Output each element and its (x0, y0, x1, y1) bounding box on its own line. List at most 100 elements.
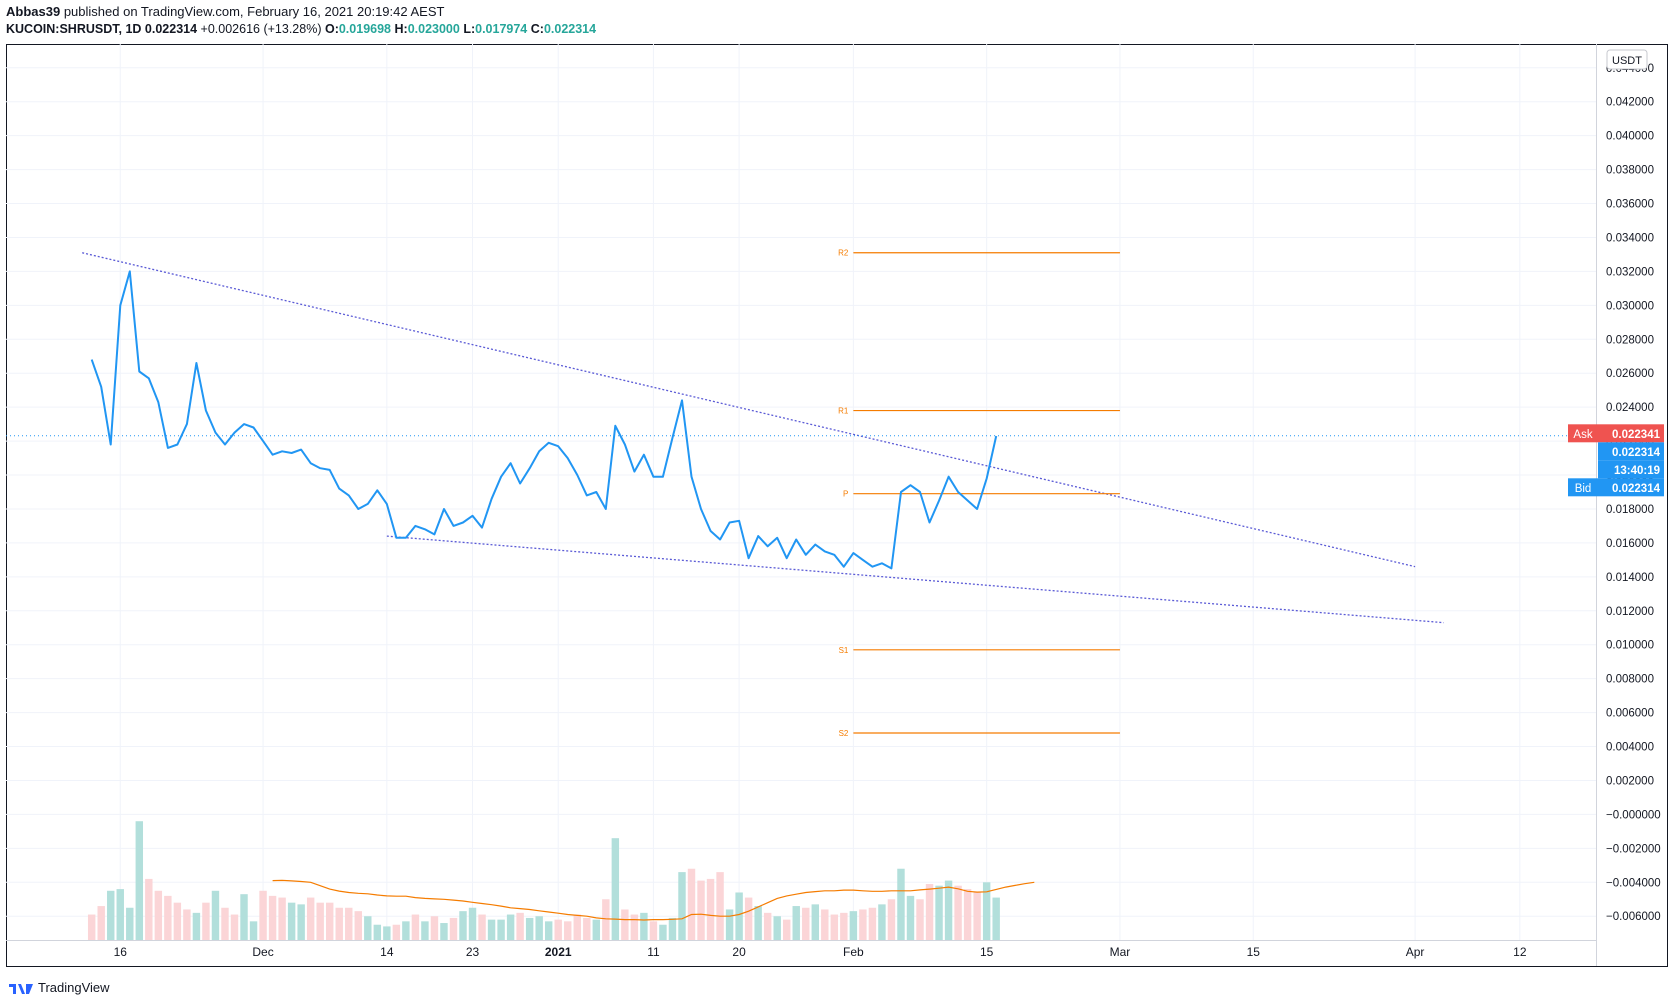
volume-bar (830, 914, 839, 940)
volume-bar (992, 897, 1000, 940)
open-label: O: (324, 22, 339, 36)
x-tick-label: 12 (1513, 945, 1527, 959)
trendline-lower[interactable] (386, 535, 1444, 624)
x-tick-label: 16 (114, 945, 128, 959)
volume-bar (659, 924, 667, 940)
volume-bar (773, 916, 781, 940)
y-tick-label: −0.002000 (1606, 843, 1661, 855)
volume-bar (287, 902, 296, 940)
volume-bar (621, 909, 629, 940)
volume-bar (668, 917, 677, 940)
y-tick-label: 0.040000 (1606, 131, 1654, 143)
volume-bar (963, 889, 972, 940)
bar-countdown-box (1598, 460, 1664, 479)
volume-bar (316, 902, 324, 940)
volume-bar (906, 895, 915, 940)
volume-bar (202, 902, 210, 940)
trendlines[interactable] (82, 252, 1444, 624)
x-tick-label: 14 (380, 945, 394, 959)
high-value: 0.023000 (407, 22, 460, 36)
currency-badge[interactable]: USDT (1606, 49, 1648, 70)
author-name[interactable]: Abbas39 (6, 4, 61, 19)
volume-ma-line (272, 879, 1035, 921)
tradingview-logo-icon (9, 983, 33, 994)
volume-bar (126, 907, 134, 940)
y-tick-label: 0.018000 (1606, 504, 1654, 516)
y-tick-label: 0.030000 (1606, 300, 1654, 312)
x-tick-label: 23 (466, 945, 480, 959)
volume-bar (583, 917, 591, 940)
time-axis[interactable]: 16 Dec 14 23 2021 11 20 Feb 15 Mar 15 Apr 12 (114, 945, 1527, 959)
volume-bar (478, 914, 486, 940)
x-tick-label: Mar (1110, 945, 1131, 959)
volume-bar (849, 911, 858, 940)
x-tick-label: Feb (843, 945, 864, 959)
volume-bar (973, 892, 981, 940)
volume-bar (183, 909, 191, 940)
y-tick-label: 0.012000 (1606, 606, 1654, 618)
tradingview-brand[interactable]: TradingView (8, 980, 110, 995)
volume-bar (249, 921, 258, 940)
published-text: published on TradingView.com, February 1… (63, 4, 445, 19)
low-label: L: (463, 22, 476, 36)
y-tick-label: 0.036000 (1606, 199, 1654, 211)
y-tick-label: 0.042000 (1606, 97, 1654, 109)
volume-bar (487, 919, 496, 940)
volume-bar (944, 880, 953, 940)
volume-bar (325, 902, 334, 940)
price-line (90, 270, 998, 570)
volume-bar (421, 921, 429, 940)
volume-bar (297, 904, 305, 940)
x-tick-label: 2021 (545, 945, 572, 959)
low-value: 0.017974 (475, 22, 528, 36)
trendline-upper[interactable] (82, 252, 1416, 568)
y-tick-label: 0.026000 (1606, 368, 1654, 380)
x-tick-label: 15 (980, 945, 994, 959)
y-tick-label: 0.004000 (1606, 742, 1654, 754)
y-tick-label: 0.038000 (1606, 165, 1654, 177)
volume-bar (544, 921, 553, 940)
y-tick-label: 0.016000 (1606, 538, 1654, 550)
pivot-label-r2: R2 (838, 249, 849, 258)
volume-bar (697, 880, 705, 940)
volume-bar (373, 924, 382, 940)
plot-frame (6, 44, 1668, 967)
symbol-name[interactable]: KUCOIN:SHRUSDT, 1D (6, 22, 142, 36)
volume-bar (573, 914, 581, 940)
volume-bar (954, 885, 962, 940)
volume-bar (744, 897, 753, 940)
y-tick-label: −0.000000 (1606, 809, 1661, 821)
volume-bar (449, 917, 458, 940)
pivot-label-p: P (843, 490, 848, 499)
volume-bar (430, 916, 439, 940)
volume-bar (468, 907, 477, 940)
volume-bar (116, 889, 124, 940)
ask-box (1598, 424, 1664, 443)
last-price-box (1598, 442, 1664, 461)
volume-bar (240, 894, 248, 940)
x-tick-label: Apr (1406, 945, 1425, 959)
volume-bar (259, 890, 267, 940)
volume-bar (602, 899, 610, 940)
x-tick-label: Dec (252, 945, 273, 959)
volume-bar (135, 821, 144, 940)
y-tick-label: 0.002000 (1606, 775, 1654, 787)
pivot-levels[interactable]: R2 R1 P S1 S2 (838, 249, 1120, 738)
volume-bar (211, 890, 220, 940)
volume-bar (611, 838, 620, 940)
volume-bar (525, 917, 534, 940)
volume-bar (278, 897, 286, 940)
volume-bar (935, 885, 943, 940)
volume-bar (383, 926, 391, 940)
price-labels: 0.022341 Ask 0.022314 13:40:19 0.022314 Bid (1568, 424, 1664, 497)
volume-bar (868, 907, 877, 940)
volume-bar (335, 907, 343, 940)
bid-label: Bid (1575, 483, 1592, 495)
volume-bar (725, 909, 734, 940)
brand-label: TradingView (38, 980, 110, 995)
volume-bar (364, 916, 372, 940)
currency-badge-label: USDT (1612, 55, 1642, 67)
volume-bar (783, 919, 791, 940)
volume-bar (402, 921, 410, 940)
